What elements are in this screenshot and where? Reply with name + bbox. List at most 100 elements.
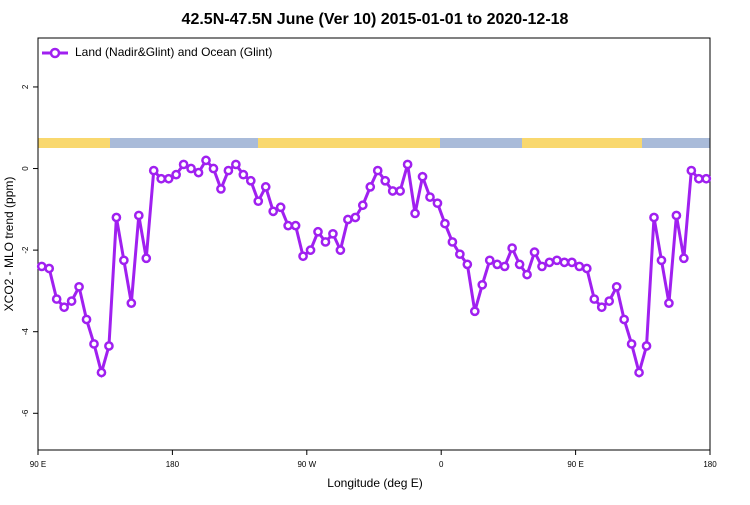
data-point — [477, 279, 488, 290]
data-point — [171, 169, 181, 180]
data-point — [320, 237, 331, 247]
data-point — [507, 243, 517, 253]
data-point — [201, 155, 211, 166]
data-point — [656, 255, 667, 266]
data-point — [432, 198, 443, 209]
data-point — [74, 281, 84, 292]
data-point — [111, 212, 122, 223]
plot-frame — [37, 37, 711, 451]
data-point — [425, 192, 435, 202]
data-point — [36, 261, 47, 272]
x-axis-label: Longitude (deg E) — [327, 476, 422, 490]
data-point — [231, 159, 241, 170]
data-point — [641, 341, 652, 351]
data-point — [216, 184, 226, 194]
y-tick-label: -2 — [21, 246, 30, 254]
data-point — [537, 261, 547, 272]
y-tick-label: 2 — [21, 84, 30, 89]
y-tick-label: -4 — [21, 328, 30, 336]
data-point — [260, 182, 271, 192]
data-point — [298, 251, 308, 262]
data-point — [387, 186, 398, 196]
data-point — [701, 173, 712, 184]
data-point — [559, 257, 570, 268]
data-point — [81, 314, 92, 325]
x-tick-label: 90 W — [297, 460, 316, 469]
data-point — [96, 367, 107, 378]
data-point — [328, 228, 338, 239]
x-tick-label: 180 — [166, 460, 180, 469]
data-point — [574, 261, 585, 272]
x-tick-label: 90 E — [30, 460, 46, 469]
data-point — [66, 296, 77, 306]
data-point — [343, 214, 353, 225]
data-point — [634, 367, 644, 378]
data-point — [693, 173, 704, 184]
data-point — [223, 165, 234, 176]
data-point — [268, 206, 279, 217]
data-point — [238, 169, 249, 180]
data-point — [455, 249, 465, 260]
data-point — [552, 255, 562, 266]
data-point — [126, 298, 137, 308]
data-line — [41, 157, 707, 379]
data-point — [619, 314, 629, 325]
data-point — [141, 253, 152, 264]
data-point — [604, 296, 615, 306]
data-point — [499, 261, 510, 272]
data-point — [186, 163, 196, 174]
data-point — [365, 182, 376, 192]
data-point — [395, 186, 405, 196]
data-point — [671, 210, 682, 221]
data-point — [290, 220, 301, 231]
data-point — [253, 196, 264, 207]
data-point — [51, 294, 62, 304]
data-point — [484, 255, 495, 266]
data-point — [410, 208, 420, 219]
data-point — [335, 245, 346, 255]
legend-label: Land (Nadir&Glint) and Ocean (Glint) — [75, 45, 272, 59]
data-point — [193, 167, 204, 178]
data-point — [119, 255, 129, 266]
data-point — [611, 281, 622, 292]
data-point — [417, 171, 428, 182]
data-point — [275, 202, 286, 213]
data-point — [462, 259, 473, 270]
data-point — [686, 165, 697, 176]
data-point — [89, 339, 99, 349]
data-point — [357, 200, 368, 211]
data-point — [156, 173, 167, 184]
data-point — [402, 159, 413, 170]
data-point — [44, 263, 55, 274]
data-point — [447, 237, 458, 247]
data-point — [59, 302, 69, 313]
x-tick-label: 90 E — [567, 460, 583, 469]
data-point — [305, 245, 316, 255]
data-point — [469, 306, 480, 317]
data-point — [148, 165, 159, 176]
y-tick-label: -6 — [21, 409, 30, 417]
data-point — [679, 253, 689, 264]
data-point — [514, 259, 525, 270]
data-point — [529, 247, 540, 258]
x-tick-label: 0 — [439, 460, 444, 469]
data-point — [350, 212, 361, 223]
surface-band — [38, 138, 710, 148]
data-point — [589, 294, 600, 304]
data-point — [440, 218, 450, 229]
data-point — [313, 226, 323, 237]
y-tick-label: 0 — [21, 166, 30, 171]
data-point — [567, 257, 577, 268]
data-point — [492, 259, 503, 270]
data-point — [380, 175, 391, 186]
data-point — [544, 257, 555, 268]
data-point — [372, 165, 383, 176]
data-point — [664, 298, 674, 308]
data-point — [581, 263, 592, 274]
data-point — [104, 341, 114, 351]
data-point — [649, 212, 659, 223]
data-point — [283, 220, 293, 231]
data-point — [163, 173, 174, 184]
y-axis-label: XCO2 - MLO trend (ppm) — [2, 177, 16, 312]
